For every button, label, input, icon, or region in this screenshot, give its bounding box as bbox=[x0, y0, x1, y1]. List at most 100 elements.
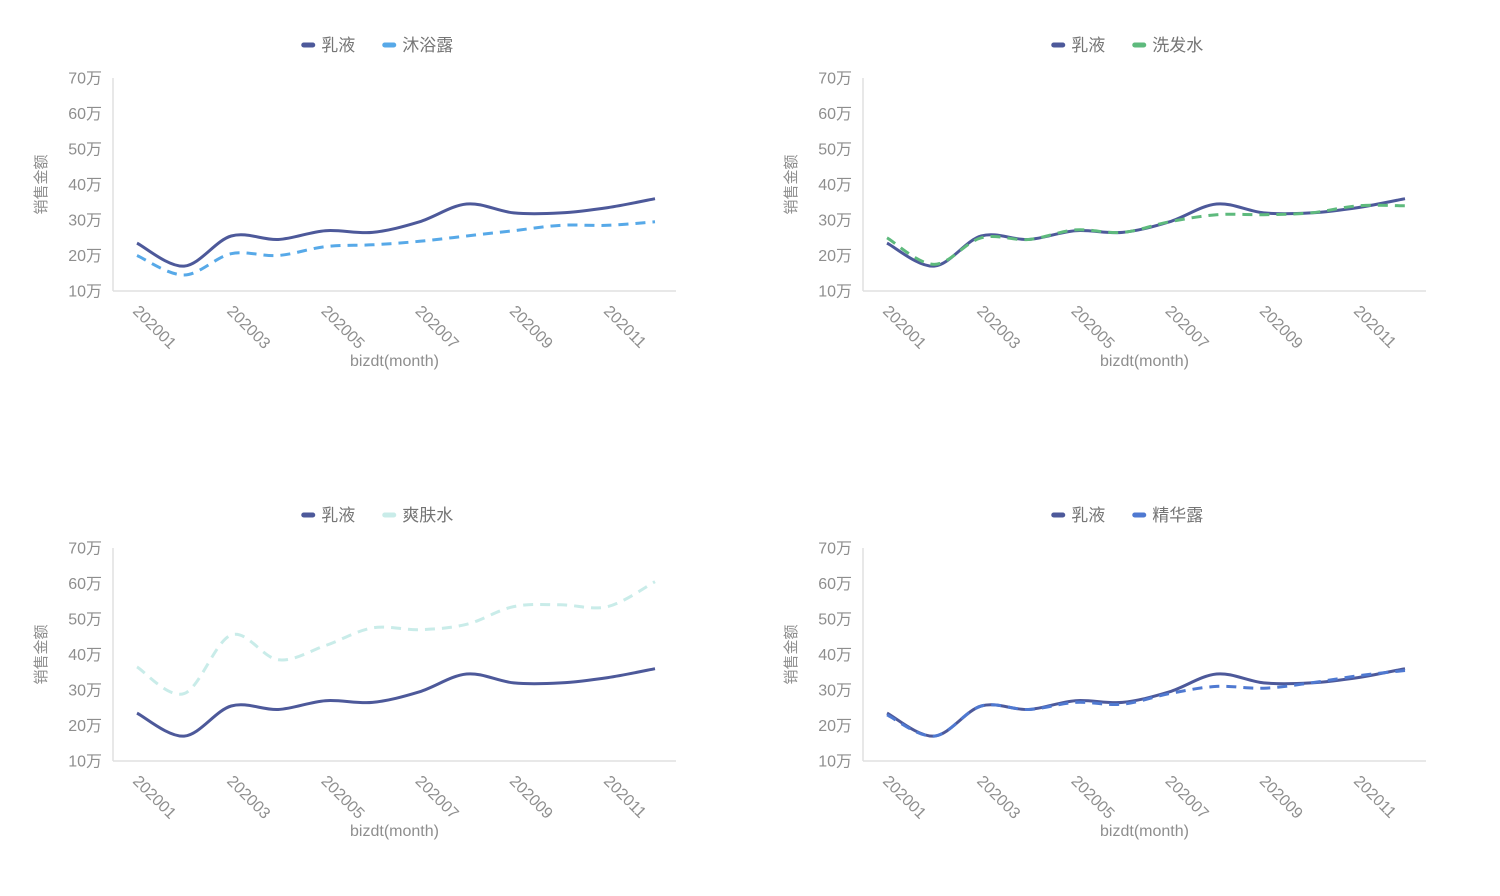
y-tick-label: 50万 bbox=[68, 142, 102, 159]
x-tick-label: 202007 bbox=[412, 303, 462, 353]
legend-item-精华露[interactable]: 精华露 bbox=[1132, 506, 1203, 525]
x-tick-label: 202009 bbox=[506, 773, 556, 823]
y-tick-label: 20万 bbox=[68, 718, 102, 735]
x-tick-label: 202011 bbox=[1350, 773, 1399, 822]
y-tick-label: 30万 bbox=[818, 683, 852, 700]
legend-marker-精华露 bbox=[1132, 512, 1147, 518]
chart-lotion-vs-shampoo: 10万 20万 30万 40万 50万 60万 70万销售金额 202001 202003 202… bbox=[750, 0, 1500, 448]
y-tick-label: 50万 bbox=[818, 612, 852, 629]
x-tick-label: 202003 bbox=[223, 773, 273, 823]
x-tick-label: 202005 bbox=[1068, 303, 1118, 353]
y-axis-title: 销售金额 bbox=[783, 154, 800, 214]
y-tick-label: 20万 bbox=[818, 248, 852, 265]
legend-label: 洗发水 bbox=[1152, 36, 1203, 55]
legend-item-乳液[interactable]: 乳液 bbox=[1051, 36, 1105, 55]
legend-item-沐浴露[interactable]: 沐浴露 bbox=[382, 36, 453, 55]
x-axis-title: bizdt(month) bbox=[350, 823, 439, 840]
x-axis-title: bizdt(month) bbox=[1100, 823, 1189, 840]
x-tick-label: 202007 bbox=[1162, 773, 1212, 823]
x-tick-label: 202001 bbox=[879, 303, 929, 353]
y-tick-label: 10万 bbox=[818, 754, 852, 771]
series-line-乳液 bbox=[886, 197, 1406, 268]
y-tick-label: 30万 bbox=[68, 683, 102, 700]
y-tick-label: 60万 bbox=[818, 576, 852, 593]
y-tick-label: 70万 bbox=[818, 541, 852, 558]
legend-marker-乳液 bbox=[301, 512, 316, 518]
legend-marker-爽肤水 bbox=[382, 512, 397, 518]
y-tick-label: 50万 bbox=[68, 612, 102, 629]
x-tick-label: 202005 bbox=[318, 773, 368, 823]
legend-item-乳液[interactable]: 乳液 bbox=[1051, 506, 1105, 525]
series-line-精华露 bbox=[886, 669, 1406, 738]
y-tick-label: 40万 bbox=[818, 177, 852, 194]
x-tick-label: 202001 bbox=[879, 773, 929, 823]
y-tick-label: 40万 bbox=[818, 647, 852, 664]
y-tick-label: 70万 bbox=[68, 71, 102, 88]
legend-item-洗发水[interactable]: 洗发水 bbox=[1132, 36, 1203, 55]
y-axis-title: 销售金额 bbox=[783, 624, 800, 684]
series-line-乳液 bbox=[136, 667, 656, 738]
legend-marker-乳液 bbox=[1051, 42, 1066, 48]
series-line-乳液 bbox=[886, 667, 1406, 738]
series-line-爽肤水 bbox=[136, 580, 656, 696]
x-tick-label: 202007 bbox=[412, 773, 462, 823]
chart-lotion-vs-bodywash: 10万 20万 30万 40万 50万 60万 70万销售金额 202001 202003 202… bbox=[0, 0, 750, 448]
legend-item-乳液[interactable]: 乳液 bbox=[301, 506, 355, 525]
legend-label: 乳液 bbox=[321, 36, 355, 55]
y-tick-label: 40万 bbox=[68, 177, 102, 194]
legend-label: 爽肤水 bbox=[402, 506, 453, 525]
y-tick-label: 30万 bbox=[68, 213, 102, 230]
series-line-沐浴露 bbox=[136, 220, 656, 277]
x-tick-label: 202001 bbox=[129, 303, 179, 353]
legend-label: 沐浴露 bbox=[402, 36, 453, 55]
y-tick-label: 10万 bbox=[68, 284, 102, 301]
y-tick-label: 50万 bbox=[818, 142, 852, 159]
y-tick-label: 20万 bbox=[818, 718, 852, 735]
x-tick-label: 202003 bbox=[973, 773, 1023, 823]
legend-label: 乳液 bbox=[1071, 506, 1105, 525]
chart-lotion-vs-toner: 10万 20万 30万 40万 50万 60万 70万销售金额 202001 202003 202… bbox=[0, 448, 750, 896]
x-tick-label: 202009 bbox=[1256, 303, 1306, 353]
y-tick-label: 60万 bbox=[68, 576, 102, 593]
x-tick-label: 202005 bbox=[1068, 773, 1118, 823]
y-tick-label: 70万 bbox=[68, 541, 102, 558]
x-tick-label: 202001 bbox=[129, 773, 179, 823]
legend-item-爽肤水[interactable]: 爽肤水 bbox=[382, 506, 453, 525]
chart-lotion-vs-essence: 10万 20万 30万 40万 50万 60万 70万销售金额 202001 202003 202… bbox=[750, 448, 1500, 896]
x-tick-label: 202007 bbox=[1162, 303, 1212, 353]
y-tick-label: 20万 bbox=[68, 248, 102, 265]
legend-marker-洗发水 bbox=[1132, 42, 1147, 48]
legend-label: 精华露 bbox=[1152, 506, 1203, 525]
y-tick-label: 30万 bbox=[818, 213, 852, 230]
y-tick-label: 10万 bbox=[68, 754, 102, 771]
y-tick-label: 70万 bbox=[818, 71, 852, 88]
x-tick-label: 202009 bbox=[1256, 773, 1306, 823]
x-axis-title: bizdt(month) bbox=[1100, 353, 1189, 370]
y-tick-label: 60万 bbox=[818, 106, 852, 123]
y-axis-title: 销售金额 bbox=[33, 154, 50, 214]
x-tick-label: 202011 bbox=[600, 773, 649, 822]
x-tick-label: 202009 bbox=[506, 303, 556, 353]
legend-label: 乳液 bbox=[1071, 36, 1105, 55]
series-line-乳液 bbox=[136, 197, 656, 268]
y-tick-label: 10万 bbox=[818, 284, 852, 301]
legend-label: 乳液 bbox=[321, 506, 355, 525]
x-tick-label: 202003 bbox=[973, 303, 1023, 353]
x-axis-title: bizdt(month) bbox=[350, 353, 439, 370]
legend-item-乳液[interactable]: 乳液 bbox=[301, 36, 355, 55]
x-tick-label: 202011 bbox=[600, 303, 649, 352]
y-tick-label: 60万 bbox=[68, 106, 102, 123]
legend-marker-沐浴露 bbox=[382, 42, 397, 48]
series-line-洗发水 bbox=[886, 203, 1406, 266]
x-tick-label: 202003 bbox=[223, 303, 273, 353]
x-tick-label: 202005 bbox=[318, 303, 368, 353]
y-tick-label: 40万 bbox=[68, 647, 102, 664]
x-tick-label: 202011 bbox=[1350, 303, 1399, 352]
y-axis-title: 销售金额 bbox=[33, 624, 50, 684]
legend-marker-乳液 bbox=[1051, 512, 1066, 518]
